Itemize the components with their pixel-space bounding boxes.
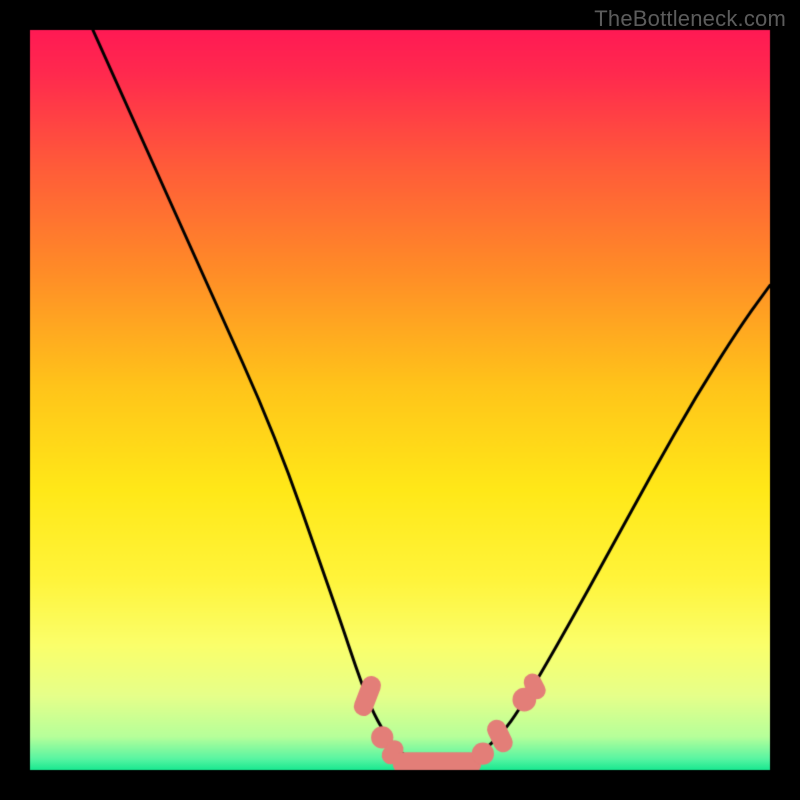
chart-stage: TheBottleneck.com	[0, 0, 800, 800]
bottleneck-curve-chart	[0, 0, 800, 800]
